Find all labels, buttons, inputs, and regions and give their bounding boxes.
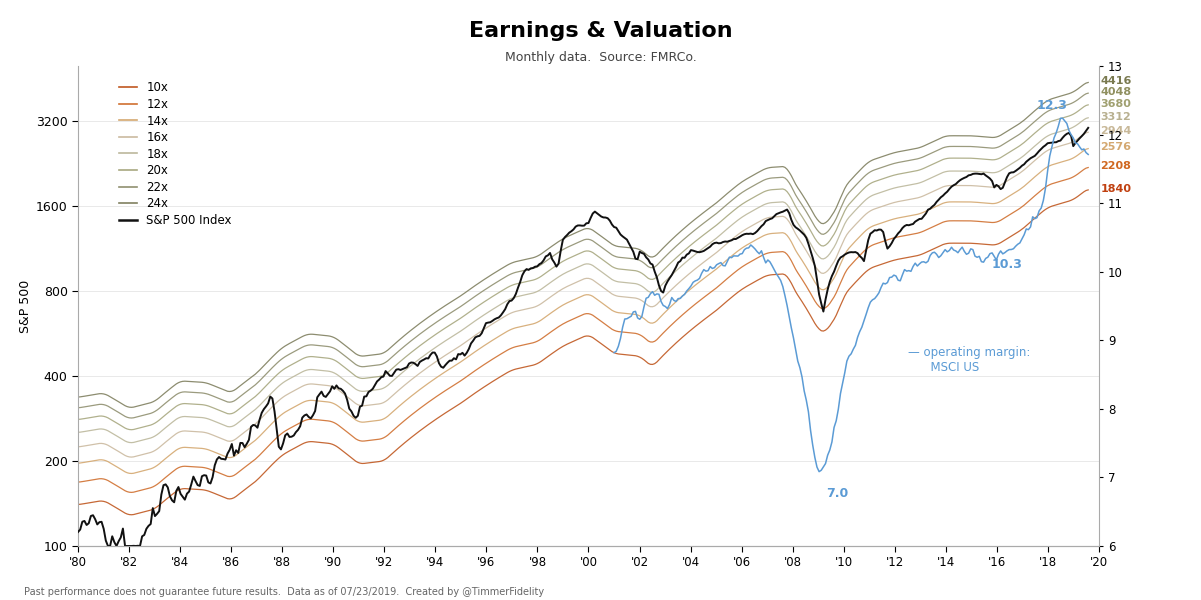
- Text: Earnings & Valuation: Earnings & Valuation: [468, 21, 733, 41]
- Text: 2208: 2208: [1100, 161, 1131, 171]
- Text: 4048: 4048: [1100, 87, 1131, 97]
- Legend: 10x, 12x, 14x, 16x, 18x, 20x, 22x, 24x, S&P 500 Index: 10x, 12x, 14x, 16x, 18x, 20x, 22x, 24x, …: [114, 77, 237, 232]
- Text: 1840: 1840: [1100, 184, 1131, 194]
- Text: Monthly data.  Source: FMRCo.: Monthly data. Source: FMRCo.: [504, 51, 697, 64]
- Text: 3680: 3680: [1100, 98, 1131, 109]
- Text: 7.0: 7.0: [826, 487, 848, 500]
- Y-axis label: S&P 500: S&P 500: [19, 280, 31, 332]
- Text: Past performance does not guarantee future results.  Data as of 07/23/2019.  Cre: Past performance does not guarantee futu…: [24, 587, 544, 597]
- Text: 12.3: 12.3: [1036, 98, 1068, 112]
- Text: 4416: 4416: [1100, 76, 1131, 86]
- Text: 10.3: 10.3: [992, 258, 1022, 271]
- Text: 3312: 3312: [1100, 112, 1131, 122]
- Text: 2944: 2944: [1100, 126, 1131, 136]
- Text: — operating margin:
      MSCI US: — operating margin: MSCI US: [908, 346, 1030, 374]
- Text: 2576: 2576: [1100, 142, 1131, 152]
